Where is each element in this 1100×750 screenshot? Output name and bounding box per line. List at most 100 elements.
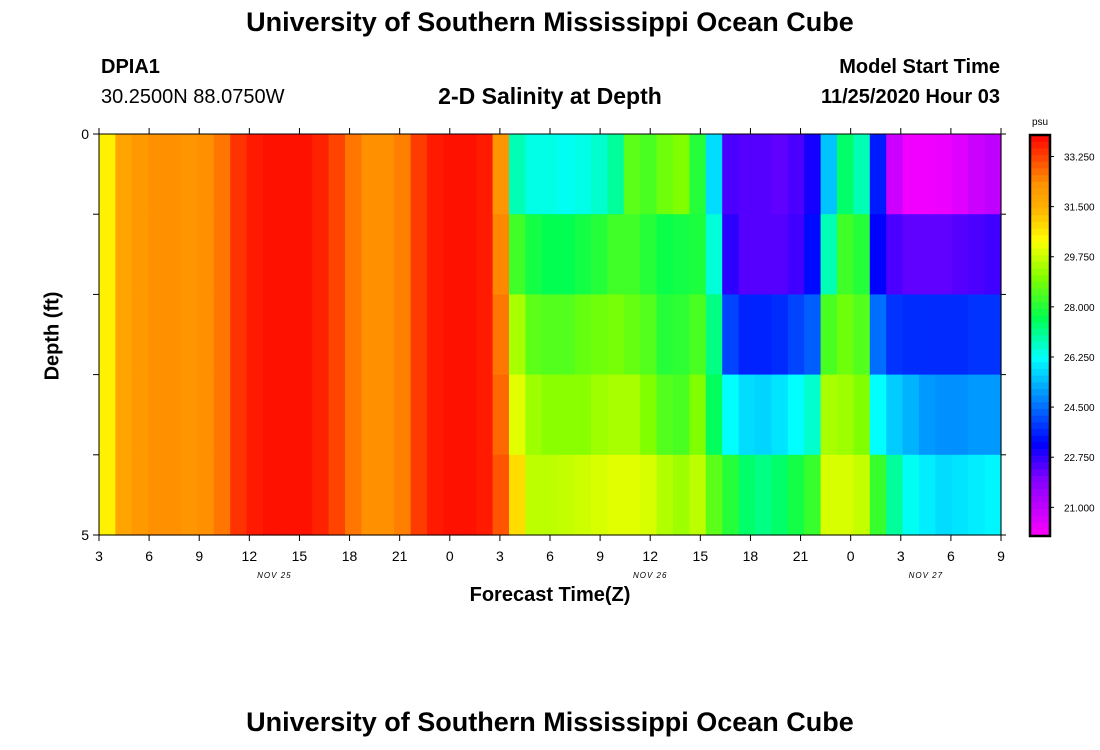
heatmap-cell [771,374,789,456]
heatmap-cell [279,374,297,456]
colorbar-units: psu [1032,117,1048,128]
heatmap-cell [345,214,362,295]
heatmap-cell [509,134,526,215]
x-tick-label: 6 [145,548,153,564]
heatmap-cell [459,454,477,536]
colorbar-segment [1030,148,1050,156]
station-coordinates: 30.2500N 88.0750W [101,86,285,108]
x-tick-label: 0 [446,548,454,564]
heatmap-cell [574,214,592,295]
x-axis: 3 6 9 12 15 18 21 0 3 6 9 12 15 18 21 0 3 6 9 NOV 25 NOV 26 N… [95,128,1005,580]
heatmap-cell [361,374,379,456]
heatmap-cell [328,214,346,295]
heatmap-cell [476,294,494,376]
heatmap-cell [689,454,707,536]
heatmap-cell [607,454,625,536]
heatmap-cell [213,454,231,536]
colorbar-segment [1030,322,1050,330]
x-axis-label: Forecast Time(Z) [469,584,631,606]
heatmap-cell [312,374,330,456]
heatmap-cell [443,134,461,215]
heatmap-cell [427,454,444,536]
heatmap-cell [935,214,953,295]
heatmap-cell [738,454,756,536]
colorbar-segment [1030,455,1050,464]
heatmap-cell [246,214,264,295]
heatmap-cell [673,214,690,295]
heatmap-cell [361,134,379,215]
heatmap-cell [886,454,904,536]
y-axis-label: Depth (ft) [41,291,64,381]
heatmap-cell [968,214,986,295]
heatmap-cell [902,374,920,456]
heatmap-cell [591,214,608,295]
heatmap-cell [164,454,182,536]
x-tick-label: 18 [743,548,759,564]
heatmap-cell [230,374,248,456]
heatmap-cell [837,134,854,215]
heatmap-cell [492,134,510,215]
heatmap-cell [705,214,723,295]
colorbar-segment [1030,175,1050,183]
colorbar-segment [1030,362,1050,370]
colorbar-segment [1030,235,1050,243]
heatmap-cell [541,374,559,456]
heatmap-cell [131,294,149,376]
heatmap-cell [656,294,674,376]
heatmap-cell [837,214,854,295]
heatmap-cell [131,454,149,536]
x-tick-label: 15 [693,548,709,564]
heatmap-cell [574,374,592,456]
heatmap-cell [181,294,198,376]
colorbar-segment [1030,422,1050,430]
colorbar-segment [1030,342,1050,350]
heatmap-cell [263,374,280,456]
x-tick-label: 3 [95,548,103,564]
x-tick-label: 12 [642,548,658,564]
heatmap-cell [345,374,362,456]
heatmap-cell [656,214,674,295]
colorbar-segment [1030,161,1050,170]
colorbar-segment [1030,208,1050,216]
heatmap-cell [197,374,215,456]
heatmap-cell [804,134,822,215]
colorbar-segment [1030,515,1050,524]
x-tick-label: 21 [392,548,408,564]
heatmap-cell [492,454,510,536]
heatmap-cell [607,214,625,295]
heatmap-cell [99,294,116,376]
heatmap-cell [361,454,379,536]
colorbar-segment [1030,348,1050,357]
heatmap-cell [312,214,330,295]
colorbar-frame [1028,133,1052,538]
colorbar-segment [1030,295,1050,303]
heatmap-cell [295,454,313,536]
x-tick-label: 0 [847,548,855,564]
y-tick-label: 0 [81,126,89,142]
heatmap-cell [427,134,444,215]
heatmap-cell [951,214,969,295]
heatmap-cell [968,374,986,456]
heatmap-cell [525,294,543,376]
heatmap-cell [640,294,658,376]
heatmap-cell [591,374,608,456]
heatmap-cell [935,374,953,456]
heatmap-cell [230,134,248,215]
heatmap-cell [673,454,690,536]
colorbar-segment [1030,261,1050,270]
heatmap-cell [312,294,330,376]
colorbar-segment [1030,315,1050,323]
colorbar-segment [1030,302,1050,310]
heatmap-cell [164,294,182,376]
heatmap-cell [394,214,412,295]
heatmap-cells [99,134,1002,536]
heatmap-cell [345,454,362,536]
heatmap-cell [312,454,330,536]
heatmap-cell [722,294,740,376]
heatmap-cell [787,134,805,215]
heatmap-cell [558,294,576,376]
heatmap-cell [886,374,904,456]
heatmap-cell [99,214,116,295]
heatmap-cell [99,374,116,456]
